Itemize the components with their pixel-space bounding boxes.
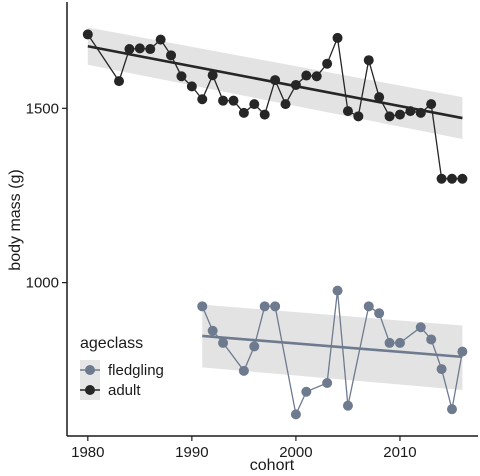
- legend-key-adult: [80, 380, 100, 400]
- legend: ageclass fledgling adult: [80, 335, 164, 400]
- data-point-fledgling: [394, 337, 405, 348]
- legend-label-adult: adult: [108, 382, 141, 399]
- legend-title: ageclass: [80, 335, 143, 352]
- data-point-adult: [218, 95, 229, 106]
- data-point-fledgling: [259, 301, 270, 312]
- data-point-fledgling: [207, 325, 218, 336]
- data-point-adult: [290, 79, 301, 90]
- data-point-adult: [259, 109, 270, 120]
- data-point-adult: [405, 106, 416, 117]
- data-point-adult: [197, 94, 208, 105]
- data-point-fledgling: [374, 308, 385, 319]
- x-tick-label: 1980: [71, 444, 104, 461]
- data-point-fledgling: [342, 400, 353, 411]
- data-point-fledgling: [384, 337, 395, 348]
- data-point-adult: [436, 173, 447, 184]
- data-point-adult: [270, 75, 281, 86]
- data-point-fledgling: [197, 301, 208, 312]
- data-point-adult: [134, 43, 145, 54]
- data-point-adult: [446, 173, 457, 184]
- legend-label-fledgling: fledgling: [108, 362, 164, 379]
- axis-ticks: 1980 1990 2000 2010 1000 1500: [26, 100, 417, 461]
- data-point-fledgling: [270, 301, 281, 312]
- data-point-adult: [155, 34, 166, 45]
- data-point-adult: [301, 70, 312, 81]
- data-point-adult: [124, 44, 135, 55]
- data-point-fledgling: [446, 404, 457, 415]
- data-point-adult: [311, 71, 322, 82]
- legend-key-fledgling-point: [85, 365, 95, 375]
- data-point-adult: [238, 107, 249, 118]
- data-point-adult: [342, 106, 353, 117]
- plot-area: [82, 27, 468, 420]
- data-point-adult: [322, 58, 333, 69]
- data-point-fledgling: [290, 409, 301, 420]
- data-point-adult: [374, 92, 385, 103]
- data-point-adult: [166, 50, 177, 61]
- x-axis-title: cohort: [250, 457, 295, 474]
- data-point-adult: [249, 99, 260, 110]
- y-tick-label: 1000: [26, 275, 59, 292]
- data-point-fledgling: [436, 364, 447, 375]
- data-point-adult: [176, 71, 187, 82]
- data-point-fledgling: [332, 285, 343, 296]
- data-point-adult: [415, 107, 426, 118]
- data-point-fledgling: [363, 301, 374, 312]
- data-point-adult: [207, 70, 218, 81]
- data-point-adult: [114, 76, 125, 87]
- data-point-adult: [228, 95, 239, 106]
- x-tick-label: 2010: [383, 444, 416, 461]
- y-axis-title: body mass (g): [7, 169, 24, 270]
- data-point-fledgling: [322, 378, 333, 389]
- data-point-fledgling: [457, 346, 468, 357]
- trend-line-fledgling: [202, 334, 463, 359]
- data-point-adult: [280, 99, 291, 110]
- data-point-adult: [332, 32, 343, 43]
- data-point-adult: [82, 29, 93, 40]
- data-point-fledgling: [249, 341, 260, 352]
- x-tick-label: 2000: [279, 444, 312, 461]
- data-point-adult: [145, 44, 156, 55]
- data-point-adult: [384, 111, 395, 122]
- data-point-fledgling: [238, 365, 249, 376]
- data-point-adult: [457, 173, 468, 184]
- legend-key-fledgling: [80, 360, 100, 380]
- legend-key-adult-point: [85, 385, 95, 395]
- y-tick-label: 1500: [26, 100, 59, 117]
- data-point-fledgling: [415, 322, 426, 333]
- data-point-fledgling: [218, 337, 229, 348]
- data-point-fledgling: [301, 386, 312, 397]
- data-point-adult: [363, 55, 374, 66]
- data-point-fledgling: [426, 334, 437, 345]
- data-point-adult: [394, 109, 405, 120]
- data-point-adult: [353, 111, 364, 122]
- data-point-adult: [426, 99, 437, 110]
- data-point-adult: [186, 81, 197, 92]
- x-tick-label: 1990: [175, 444, 208, 461]
